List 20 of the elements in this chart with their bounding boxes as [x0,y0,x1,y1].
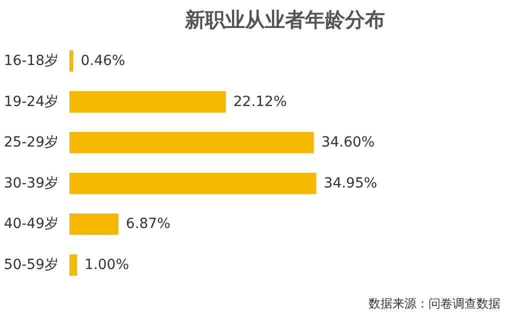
bar [70,254,78,276]
data-label: 0.46% [80,52,126,69]
y-tick-label: 16-18岁 [4,52,59,69]
bar [70,50,74,72]
y-tick-label: 40-49岁 [4,216,59,232]
y-tick-label: 30-39岁 [4,175,59,192]
y-tick-label: 19-24岁 [4,94,59,110]
data-label: 1.00% [84,257,130,274]
data-label: 34.60% [321,134,375,151]
data-label: 22.12% [233,94,287,110]
y-tick-label: 25-29岁 [4,134,59,151]
data-label: 34.95% [324,175,378,192]
chart-title: 新职业从业者年龄分布 [184,8,385,32]
bar [70,172,316,194]
bar [70,214,118,235]
bar [70,132,314,154]
data-label: 6.87% [126,216,170,232]
bar [70,91,226,112]
y-tick-label: 50-59岁 [4,257,59,274]
source-note: 数据来源：问卷调查数据 [368,296,500,310]
